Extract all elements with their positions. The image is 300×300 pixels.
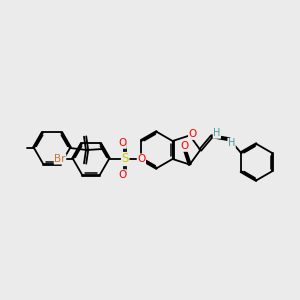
Text: H: H bbox=[213, 128, 220, 138]
Text: O: O bbox=[137, 154, 146, 164]
Text: Br: Br bbox=[54, 154, 66, 164]
Text: O: O bbox=[180, 141, 188, 151]
Text: O: O bbox=[189, 129, 197, 140]
Text: O: O bbox=[118, 138, 126, 148]
Text: O: O bbox=[118, 170, 126, 180]
Text: S: S bbox=[122, 152, 129, 166]
Text: H: H bbox=[228, 138, 235, 148]
